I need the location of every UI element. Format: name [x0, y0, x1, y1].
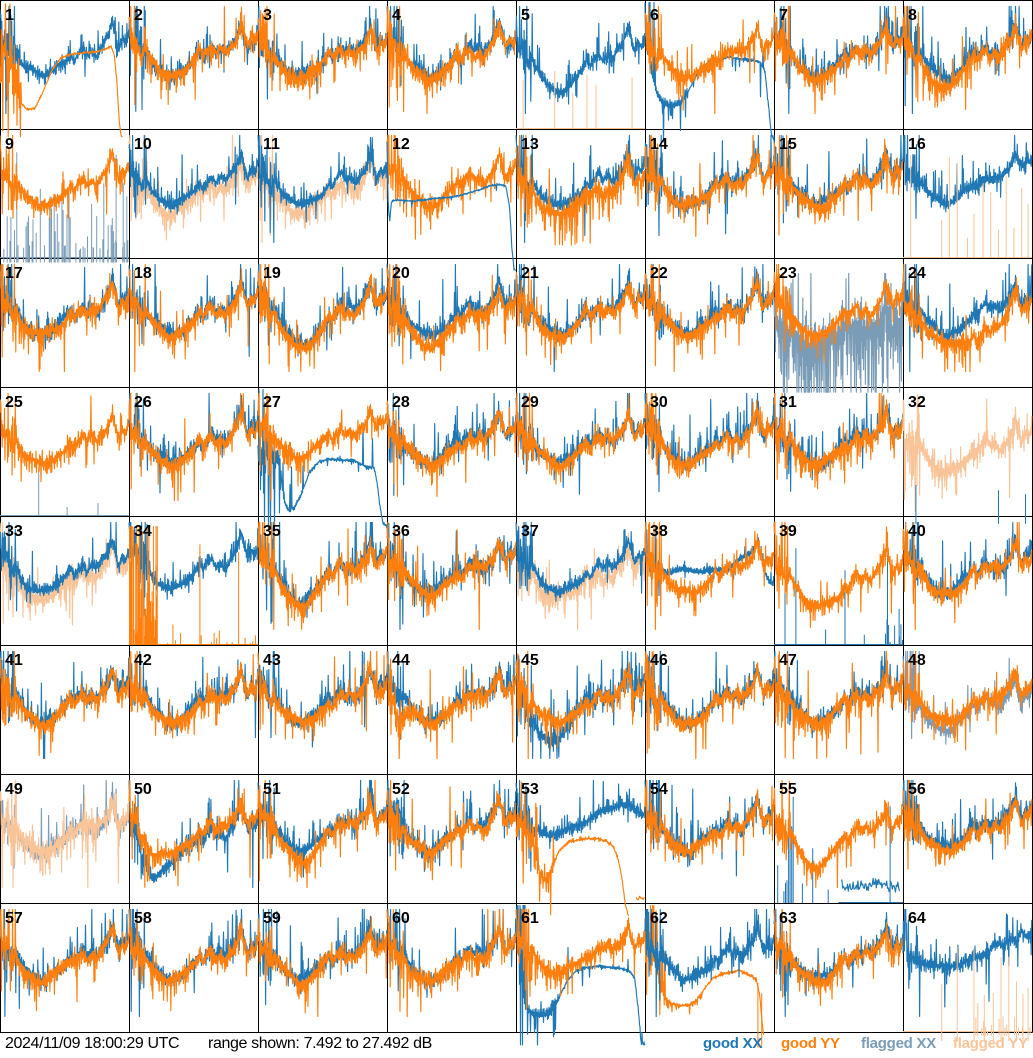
svg-text:2024/11/09 18:00:29 UTC: 2024/11/09 18:00:29 UTC — [5, 1035, 179, 1052]
svg-text:54: 54 — [650, 781, 668, 798]
svg-text:21: 21 — [521, 265, 539, 282]
svg-text:14: 14 — [650, 136, 668, 153]
svg-text:7: 7 — [779, 7, 788, 24]
svg-text:34: 34 — [134, 523, 152, 540]
svg-text:50: 50 — [134, 781, 152, 798]
svg-text:59: 59 — [263, 910, 281, 927]
svg-text:6: 6 — [650, 7, 659, 24]
svg-text:41: 41 — [5, 652, 23, 669]
svg-text:53: 53 — [521, 781, 539, 798]
svg-text:44: 44 — [392, 652, 410, 669]
svg-text:46: 46 — [650, 652, 668, 669]
svg-text:49: 49 — [5, 781, 23, 798]
svg-text:range shown: 7.492 to 27.492 d: range shown: 7.492 to 27.492 dB — [208, 1035, 432, 1052]
svg-text:flagged XX: flagged XX — [861, 1035, 936, 1052]
svg-text:63: 63 — [779, 910, 797, 927]
svg-text:43: 43 — [263, 652, 281, 669]
svg-text:56: 56 — [908, 781, 926, 798]
svg-text:36: 36 — [392, 523, 410, 540]
svg-text:48: 48 — [908, 652, 926, 669]
svg-text:8: 8 — [908, 7, 917, 24]
svg-text:58: 58 — [134, 910, 152, 927]
svg-text:62: 62 — [650, 910, 668, 927]
svg-text:25: 25 — [5, 394, 23, 411]
svg-text:42: 42 — [134, 652, 152, 669]
svg-text:35: 35 — [263, 523, 281, 540]
svg-text:61: 61 — [521, 910, 539, 927]
svg-text:good XX: good XX — [703, 1035, 762, 1052]
svg-text:5: 5 — [521, 7, 530, 24]
svg-text:12: 12 — [392, 136, 410, 153]
svg-text:4: 4 — [392, 7, 401, 24]
svg-text:24: 24 — [908, 265, 926, 282]
svg-text:39: 39 — [779, 523, 797, 540]
svg-text:16: 16 — [908, 136, 926, 153]
svg-text:19: 19 — [263, 265, 281, 282]
svg-text:37: 37 — [521, 523, 539, 540]
svg-text:22: 22 — [650, 265, 668, 282]
svg-text:3: 3 — [263, 7, 272, 24]
svg-text:26: 26 — [134, 394, 152, 411]
svg-text:57: 57 — [5, 910, 23, 927]
svg-text:flagged YY: flagged YY — [953, 1035, 1028, 1052]
svg-text:64: 64 — [908, 910, 926, 927]
svg-text:10: 10 — [134, 136, 152, 153]
svg-text:38: 38 — [650, 523, 668, 540]
svg-text:23: 23 — [779, 265, 797, 282]
svg-text:55: 55 — [779, 781, 797, 798]
svg-text:13: 13 — [521, 136, 539, 153]
svg-text:30: 30 — [650, 394, 668, 411]
svg-text:18: 18 — [134, 265, 152, 282]
svg-text:2: 2 — [134, 7, 143, 24]
svg-text:60: 60 — [392, 910, 410, 927]
svg-text:40: 40 — [908, 523, 926, 540]
svg-text:52: 52 — [392, 781, 410, 798]
svg-text:good YY: good YY — [781, 1035, 840, 1052]
svg-text:17: 17 — [5, 265, 23, 282]
svg-text:28: 28 — [392, 394, 410, 411]
svg-text:33: 33 — [5, 523, 23, 540]
svg-text:11: 11 — [263, 136, 280, 153]
svg-text:9: 9 — [5, 136, 14, 153]
svg-text:45: 45 — [521, 652, 539, 669]
svg-text:51: 51 — [263, 781, 281, 798]
svg-text:29: 29 — [521, 394, 539, 411]
svg-text:47: 47 — [779, 652, 797, 669]
svg-text:1: 1 — [5, 7, 14, 24]
svg-text:15: 15 — [779, 136, 797, 153]
svg-text:27: 27 — [263, 394, 281, 411]
svg-text:32: 32 — [908, 394, 926, 411]
svg-text:20: 20 — [392, 265, 410, 282]
svg-text:31: 31 — [779, 394, 797, 411]
